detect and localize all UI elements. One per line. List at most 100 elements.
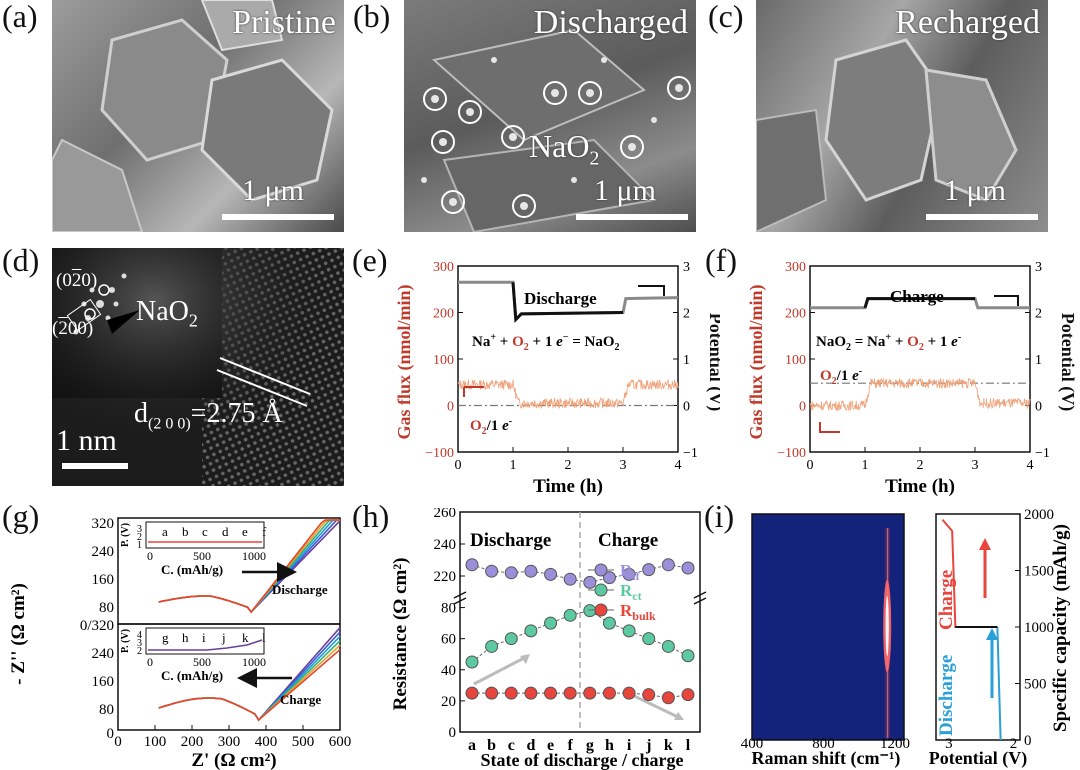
spot-020 — [98, 284, 110, 296]
discharge-label: Discharge — [272, 582, 328, 597]
discharge-label: Discharge — [936, 655, 957, 736]
x-tick-label: 4 — [675, 458, 682, 473]
trend-arrow — [627, 691, 681, 720]
panel-label-g: (g) — [2, 498, 40, 534]
legend-marker — [594, 563, 608, 577]
x-tick-label: a — [468, 737, 476, 754]
y-tick-label: 200 — [433, 307, 454, 322]
inset-state-label: l — [262, 630, 266, 645]
y-tick-label: 0 — [447, 400, 454, 415]
sem-image-pristine: Pristine 1 μm — [52, 0, 344, 232]
x-tick-label: 2 — [917, 458, 924, 473]
axis-break — [453, 591, 467, 605]
x-tick-label: 500 — [292, 734, 315, 750]
data-point-if — [544, 567, 558, 581]
panel-label-b: (b) — [353, 0, 391, 34]
data-point-bulk — [583, 686, 597, 700]
reference-line-label: O2/1 e- — [470, 416, 512, 437]
data-point-ct — [661, 639, 675, 653]
x-tick-label: 0 — [807, 458, 814, 473]
data-point-if — [622, 567, 636, 581]
scale-label: 1 nm — [56, 424, 117, 457]
inset-potential-curve — [148, 639, 263, 651]
scale-bar — [926, 214, 1038, 220]
charge-arrowhead — [979, 538, 991, 550]
inset-x-tick: 0 — [147, 549, 153, 563]
pristine-crystals — [52, 0, 334, 232]
discharge-curve — [996, 626, 1002, 741]
inset-y-tick: 3 — [137, 638, 142, 649]
scale-bar — [62, 463, 128, 469]
scale-bar — [576, 214, 688, 220]
data-point-bulk — [661, 691, 675, 705]
x-tick-label: k — [664, 737, 673, 754]
data-point-if — [642, 563, 656, 577]
chart-f: Gas flux (nmol/min) Potential (V) 0 1 2 3 4−… — [746, 260, 1076, 497]
phase-label: NaO2 — [136, 296, 198, 331]
x-tick-label: 1 — [510, 458, 517, 473]
series-potential-active — [863, 297, 975, 309]
y2-tick-label: −1 — [683, 446, 698, 461]
inset-state-label: i — [202, 630, 206, 645]
x-tick-label: h — [605, 737, 614, 754]
scale-label: 1 μm — [594, 174, 656, 207]
y-tick-label: 80 — [99, 702, 114, 718]
x-tick-label: 800 — [812, 736, 835, 752]
y-axis-label: Resistance (Ω cm²) — [390, 558, 411, 711]
x-axis-label: Time (h) — [885, 476, 955, 497]
inset-bottom — [145, 627, 265, 655]
inset-state-label: g — [162, 630, 169, 645]
scale-label: 1 μm — [944, 174, 1006, 207]
inset-x-tick: 500 — [193, 655, 211, 669]
y2-tick-label: 3 — [1035, 260, 1042, 275]
inset-y-label: P. (V) — [120, 523, 131, 547]
raman-heatmap — [751, 513, 905, 741]
state-label: Discharge — [524, 289, 597, 308]
x-tick-label: 400 — [741, 736, 764, 752]
y-tick-label: 100 — [433, 353, 454, 368]
legend-label: Rbulk — [620, 601, 656, 623]
y-tick-label: 240 — [92, 646, 115, 662]
data-point-bulk — [504, 686, 518, 700]
x-tick-label: 3 — [972, 458, 979, 473]
scale-bar — [222, 214, 334, 220]
chart-i: 400 800 1200 Raman shift (cm⁻¹) 3 2 0 500 1000… — [741, 508, 1071, 769]
y-axis-label: - Z'' (Ω cm²) — [8, 583, 29, 685]
y-tick-label: 0 — [449, 725, 457, 741]
sem-image-recharged: Recharged 1 μm — [756, 0, 1048, 232]
reference-line-label: O2/1 e- — [820, 366, 862, 387]
data-point-if — [681, 561, 695, 575]
charge-label: Charge — [936, 570, 957, 630]
y2-tick-label: 1 — [683, 353, 690, 368]
inset-y-tick: 4 — [137, 630, 142, 641]
y-tick-label: 160 — [92, 674, 115, 690]
recharged-crystals — [756, 38, 1018, 232]
panel-label-e: (e) — [352, 242, 388, 278]
x-axis-label: Raman shift (cm⁻¹) — [752, 748, 901, 769]
y-tick-label: 240 — [92, 544, 115, 560]
y-tick-label: 500 — [1024, 677, 1047, 693]
x-tick-label: 4 — [1027, 458, 1034, 473]
data-point-if — [563, 572, 577, 586]
x-axis-label: State of discharge / charge — [481, 750, 684, 770]
data-point-if — [602, 571, 616, 585]
series-gas-flux — [457, 378, 679, 410]
arrow-right-axis — [994, 295, 1019, 306]
y2-tick-label: 0 — [1035, 400, 1042, 415]
panel-label-c: (c) — [708, 0, 744, 34]
inset-x-tick: 0 — [147, 655, 153, 669]
y2-axis-label: Potential (V) — [705, 313, 720, 411]
inset-state-label: h — [182, 630, 189, 645]
data-point-ct — [602, 616, 616, 630]
x-tick-label: 3 — [620, 458, 627, 473]
trend-arrow — [473, 654, 529, 686]
side-x-tick-label: 3 — [945, 736, 953, 752]
data-point-bulk — [681, 688, 695, 702]
spot-200 — [84, 308, 96, 320]
data-point-if — [524, 564, 538, 578]
x-tick-label: 1200 — [880, 736, 910, 752]
x-tick-label: 600 — [329, 734, 352, 750]
legend-marker — [594, 583, 608, 597]
panel-label-i: (i) — [704, 498, 735, 534]
data-point-if — [485, 564, 499, 578]
